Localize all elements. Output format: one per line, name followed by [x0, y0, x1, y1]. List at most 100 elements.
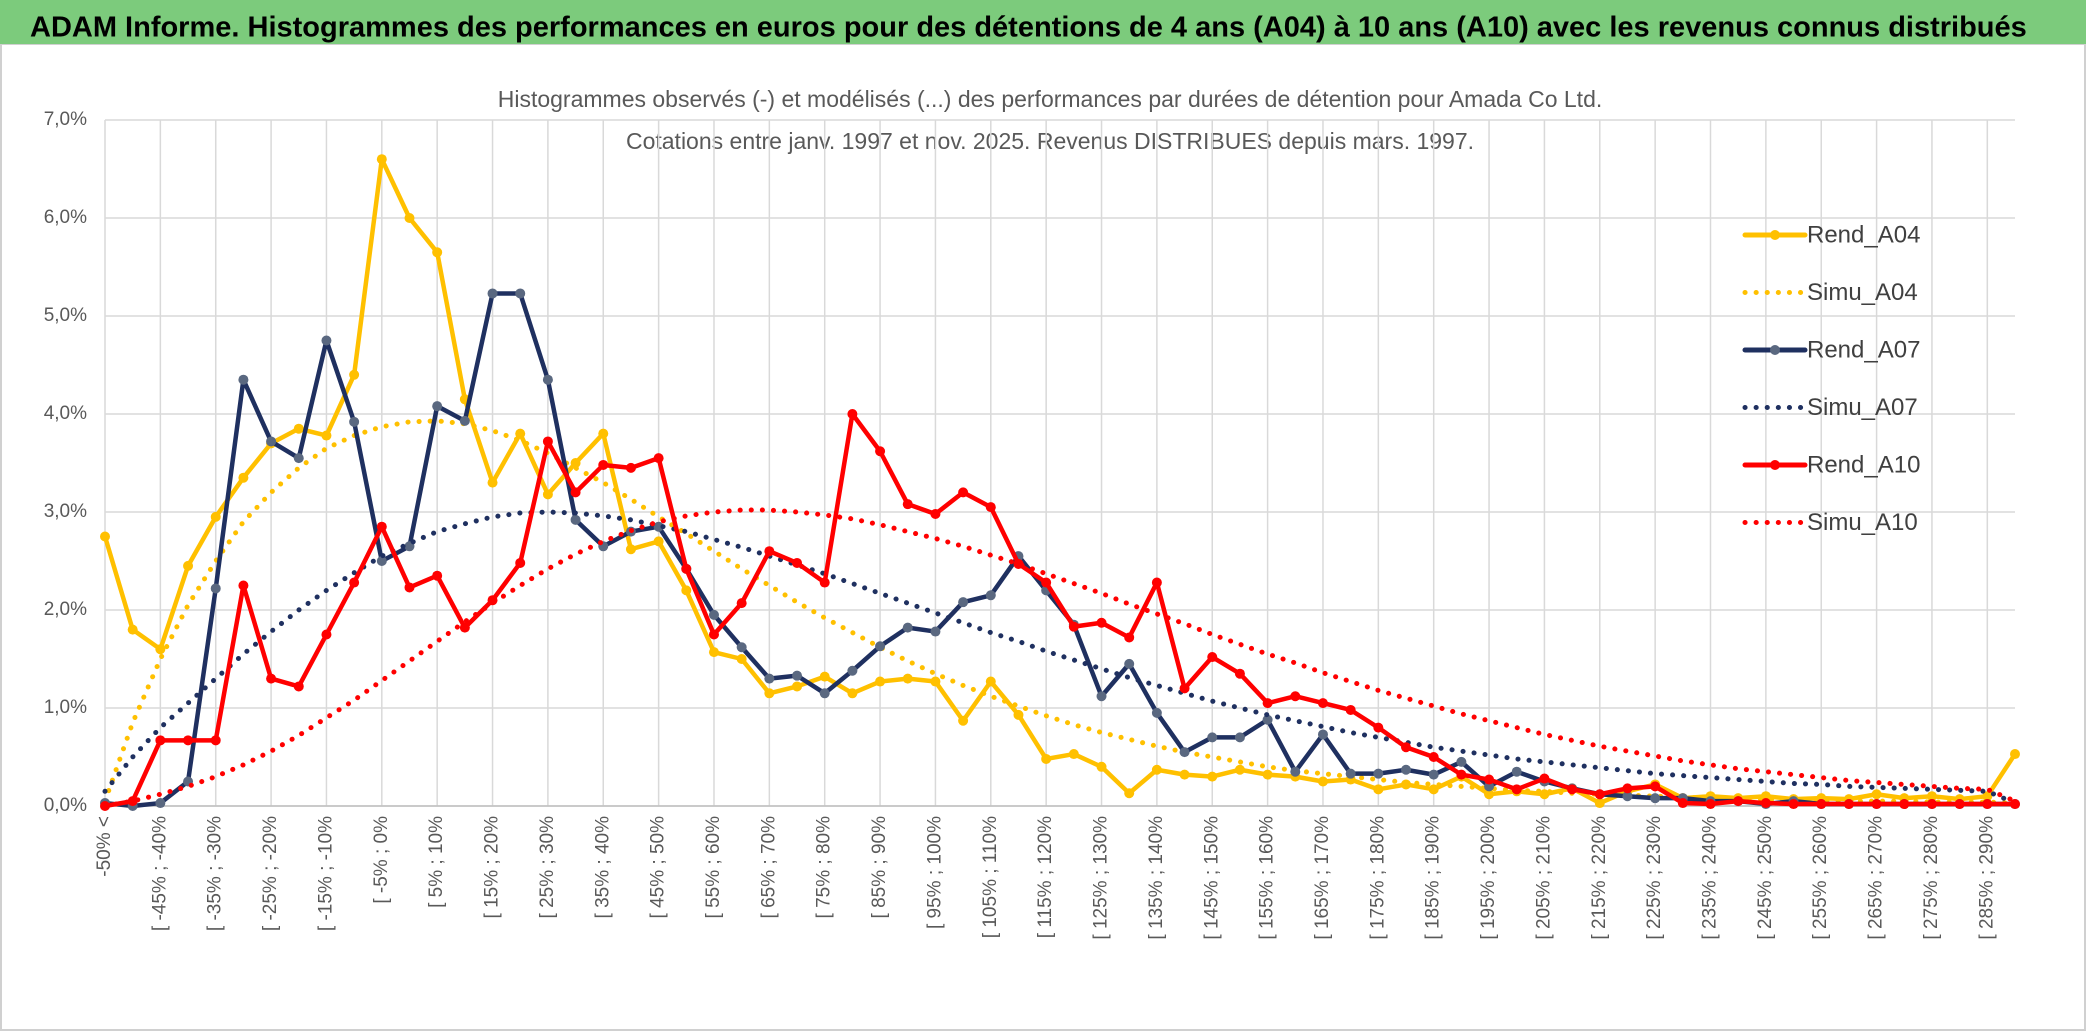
data-point — [570, 487, 581, 498]
data-point — [1096, 761, 1107, 772]
data-point — [487, 477, 498, 488]
data-point — [1096, 691, 1107, 702]
data-point — [1096, 617, 1107, 628]
data-point — [432, 247, 443, 258]
data-point — [1456, 756, 1467, 767]
data-point — [1207, 732, 1218, 743]
data-point — [459, 622, 470, 633]
data-point — [764, 673, 775, 684]
data-point — [1068, 621, 1079, 632]
data-point — [1705, 799, 1716, 810]
data-point — [515, 557, 526, 568]
data-point — [1428, 784, 1439, 795]
data-point — [515, 288, 526, 299]
x-tick-label: [ 115% ; 120% — [1035, 816, 1056, 938]
data-point — [1068, 749, 1079, 760]
data-point — [1234, 668, 1245, 679]
data-point — [432, 570, 443, 581]
data-point — [515, 428, 526, 439]
legend-label: Rend_A10 — [1807, 451, 1920, 478]
data-point — [1262, 698, 1273, 709]
data-point — [598, 459, 609, 470]
data-point — [625, 544, 636, 555]
x-tick-label: [ 285% ; 290% — [1976, 816, 1997, 940]
data-point — [736, 598, 747, 609]
data-point — [1594, 789, 1605, 800]
data-point — [210, 583, 221, 594]
legend-marker — [1770, 345, 1780, 355]
x-tick-label: [ 255% ; 260% — [1810, 816, 1831, 940]
data-point — [902, 622, 913, 633]
data-point — [404, 213, 415, 223]
data-point — [653, 536, 664, 547]
x-tick-label: [ 145% ; 150% — [1201, 816, 1222, 940]
data-point — [1373, 784, 1384, 795]
data-point — [764, 688, 775, 699]
y-tick-label: 5,0% — [44, 305, 87, 326]
data-point — [183, 735, 194, 746]
x-tick-label: [ -35% ; -30% — [205, 816, 226, 931]
data-point — [293, 453, 304, 464]
data-point — [1428, 769, 1439, 780]
data-point — [1567, 784, 1578, 795]
x-tick-label: [ 135% ; 140% — [1146, 816, 1167, 940]
data-point — [404, 582, 415, 593]
data-point — [1650, 793, 1661, 804]
y-tick-label: 6,0% — [44, 207, 87, 228]
data-point — [930, 508, 941, 519]
data-point — [736, 642, 747, 653]
x-tick-label: [ 85% ; 90% — [869, 816, 890, 919]
data-point — [210, 735, 221, 746]
data-point — [1207, 771, 1218, 782]
y-tick-label: 3,0% — [44, 501, 87, 522]
data-point — [1290, 766, 1301, 777]
data-point — [1179, 683, 1190, 694]
data-point — [598, 428, 609, 439]
data-point — [432, 401, 443, 412]
data-point — [819, 577, 830, 588]
data-point — [100, 531, 110, 542]
data-point — [1151, 764, 1162, 775]
data-point — [2010, 799, 2020, 810]
data-point — [570, 514, 581, 525]
data-point — [127, 624, 138, 635]
data-point — [681, 585, 692, 596]
data-point — [1954, 799, 1965, 810]
x-tick-label: [ 215% ; 220% — [1589, 816, 1610, 940]
data-point — [1484, 781, 1495, 792]
data-point — [1179, 769, 1190, 780]
x-tick-label: [ 275% ; 280% — [1921, 816, 1942, 940]
data-point — [736, 654, 747, 664]
data-point — [1650, 781, 1661, 792]
data-point — [1401, 764, 1412, 775]
x-tick-label: [ 225% ; 230% — [1644, 816, 1665, 940]
data-point — [847, 409, 858, 419]
legend-label: Simu_A10 — [1807, 509, 1918, 536]
data-point — [1262, 769, 1273, 780]
x-tick-label: [ 265% ; 270% — [1866, 816, 1887, 940]
data-point — [1926, 791, 1937, 802]
data-point — [487, 288, 498, 299]
data-point — [792, 557, 803, 568]
data-point — [1317, 698, 1328, 709]
legend-label: Rend_A04 — [1807, 221, 1920, 248]
data-point — [1234, 732, 1245, 743]
data-point — [1317, 776, 1328, 787]
data-point — [875, 446, 886, 457]
data-point — [1290, 691, 1301, 702]
grid — [104, 119, 2015, 807]
data-point — [1151, 577, 1162, 588]
data-point — [1871, 799, 1882, 810]
x-tick-label: [ 175% ; 180% — [1367, 816, 1388, 940]
data-point — [1373, 722, 1384, 733]
x-tick-label: [ 185% ; 190% — [1423, 816, 1444, 940]
data-point — [1899, 799, 1910, 810]
x-tick-label: [ 15% ; 20% — [482, 816, 503, 919]
data-point — [376, 154, 387, 165]
data-point — [930, 676, 941, 687]
data-point — [1622, 791, 1633, 802]
x-tick-label: [ 75% ; 80% — [814, 816, 835, 919]
data-point — [1594, 798, 1605, 809]
